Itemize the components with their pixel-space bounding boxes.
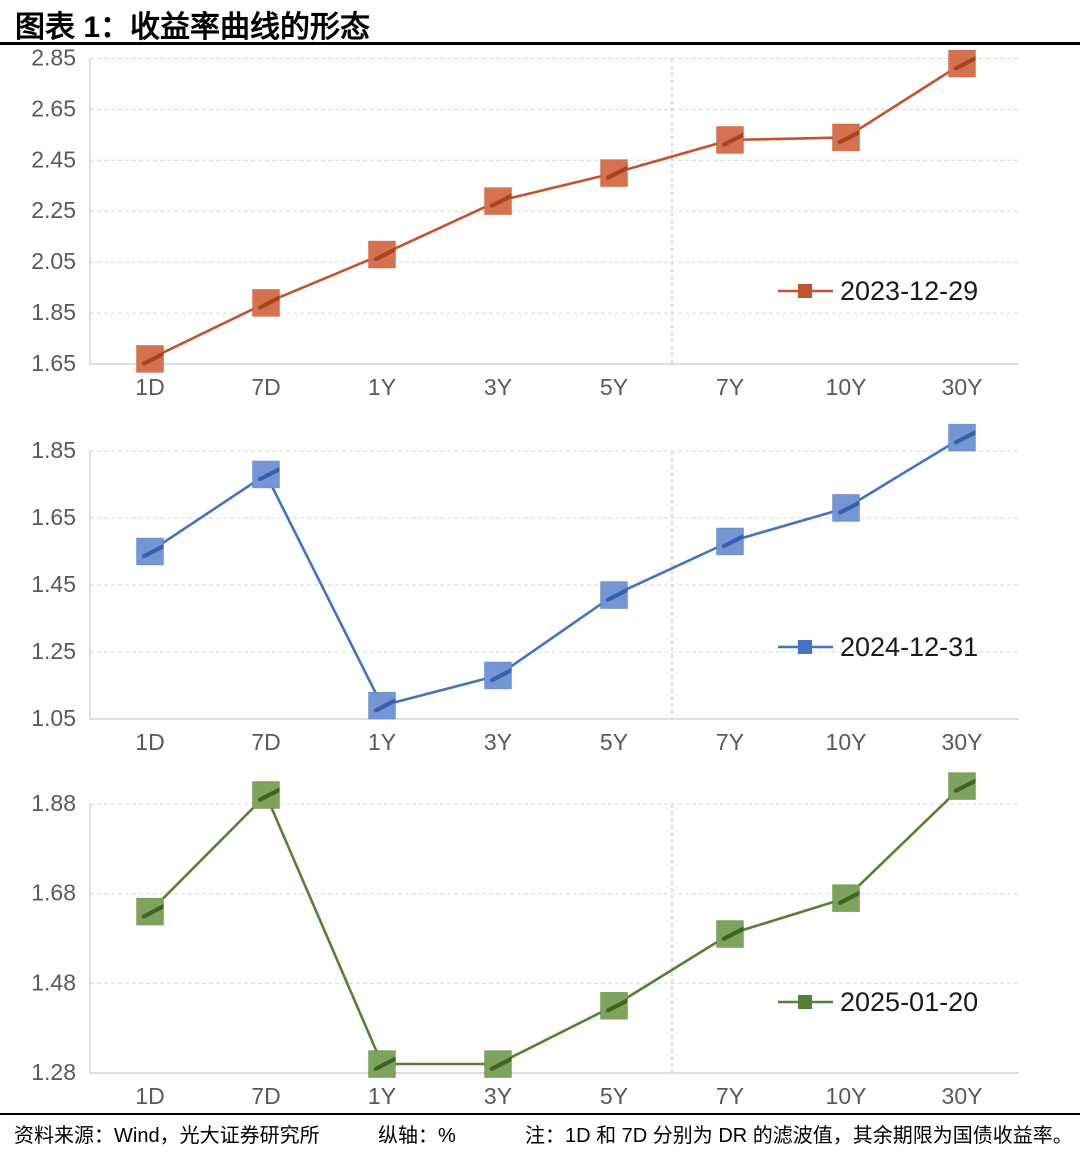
- svg-text:1D: 1D: [135, 729, 164, 755]
- svg-text:2.05: 2.05: [31, 248, 76, 274]
- svg-text:1.68: 1.68: [31, 880, 76, 906]
- svg-text:2024-12-31: 2024-12-31: [840, 632, 978, 662]
- svg-text:5Y: 5Y: [600, 1083, 628, 1109]
- svg-text:3Y: 3Y: [484, 729, 512, 755]
- svg-text:7Y: 7Y: [716, 729, 744, 755]
- svg-text:1.05: 1.05: [31, 705, 76, 731]
- svg-text:1.85: 1.85: [31, 437, 76, 463]
- svg-text:1D: 1D: [135, 374, 164, 400]
- svg-text:2.85: 2.85: [31, 45, 76, 71]
- svg-text:1.88: 1.88: [31, 790, 76, 816]
- svg-text:7Y: 7Y: [716, 1083, 744, 1109]
- svg-text:7Y: 7Y: [716, 374, 744, 400]
- svg-text:3Y: 3Y: [484, 374, 512, 400]
- svg-text:5Y: 5Y: [600, 729, 628, 755]
- svg-text:1Y: 1Y: [368, 374, 396, 400]
- svg-text:1D: 1D: [135, 1083, 164, 1109]
- svg-text:30Y: 30Y: [942, 374, 983, 400]
- svg-text:30Y: 30Y: [942, 1083, 983, 1109]
- svg-text:2.25: 2.25: [31, 197, 76, 223]
- svg-text:10Y: 10Y: [826, 729, 867, 755]
- svg-text:2023-12-29: 2023-12-29: [840, 276, 978, 306]
- svg-text:7D: 7D: [251, 729, 280, 755]
- svg-text:7D: 7D: [251, 1083, 280, 1109]
- svg-text:1.25: 1.25: [31, 638, 76, 664]
- svg-text:3Y: 3Y: [484, 1083, 512, 1109]
- svg-text:2.65: 2.65: [31, 95, 76, 121]
- svg-text:10Y: 10Y: [826, 1083, 867, 1109]
- svg-text:7D: 7D: [251, 374, 280, 400]
- svg-text:1Y: 1Y: [368, 729, 396, 755]
- svg-text:1.65: 1.65: [31, 350, 76, 376]
- svg-text:5Y: 5Y: [600, 374, 628, 400]
- svg-text:2.45: 2.45: [31, 146, 76, 172]
- svg-text:10Y: 10Y: [826, 374, 867, 400]
- svg-text:1.28: 1.28: [31, 1059, 76, 1085]
- svg-text:2025-01-20: 2025-01-20: [840, 987, 978, 1017]
- svg-text:1.85: 1.85: [31, 299, 76, 325]
- svg-text:30Y: 30Y: [942, 729, 983, 755]
- svg-text:1.48: 1.48: [31, 969, 76, 995]
- svg-text:1.45: 1.45: [31, 571, 76, 597]
- svg-text:1Y: 1Y: [368, 1083, 396, 1109]
- svg-text:1.65: 1.65: [31, 504, 76, 530]
